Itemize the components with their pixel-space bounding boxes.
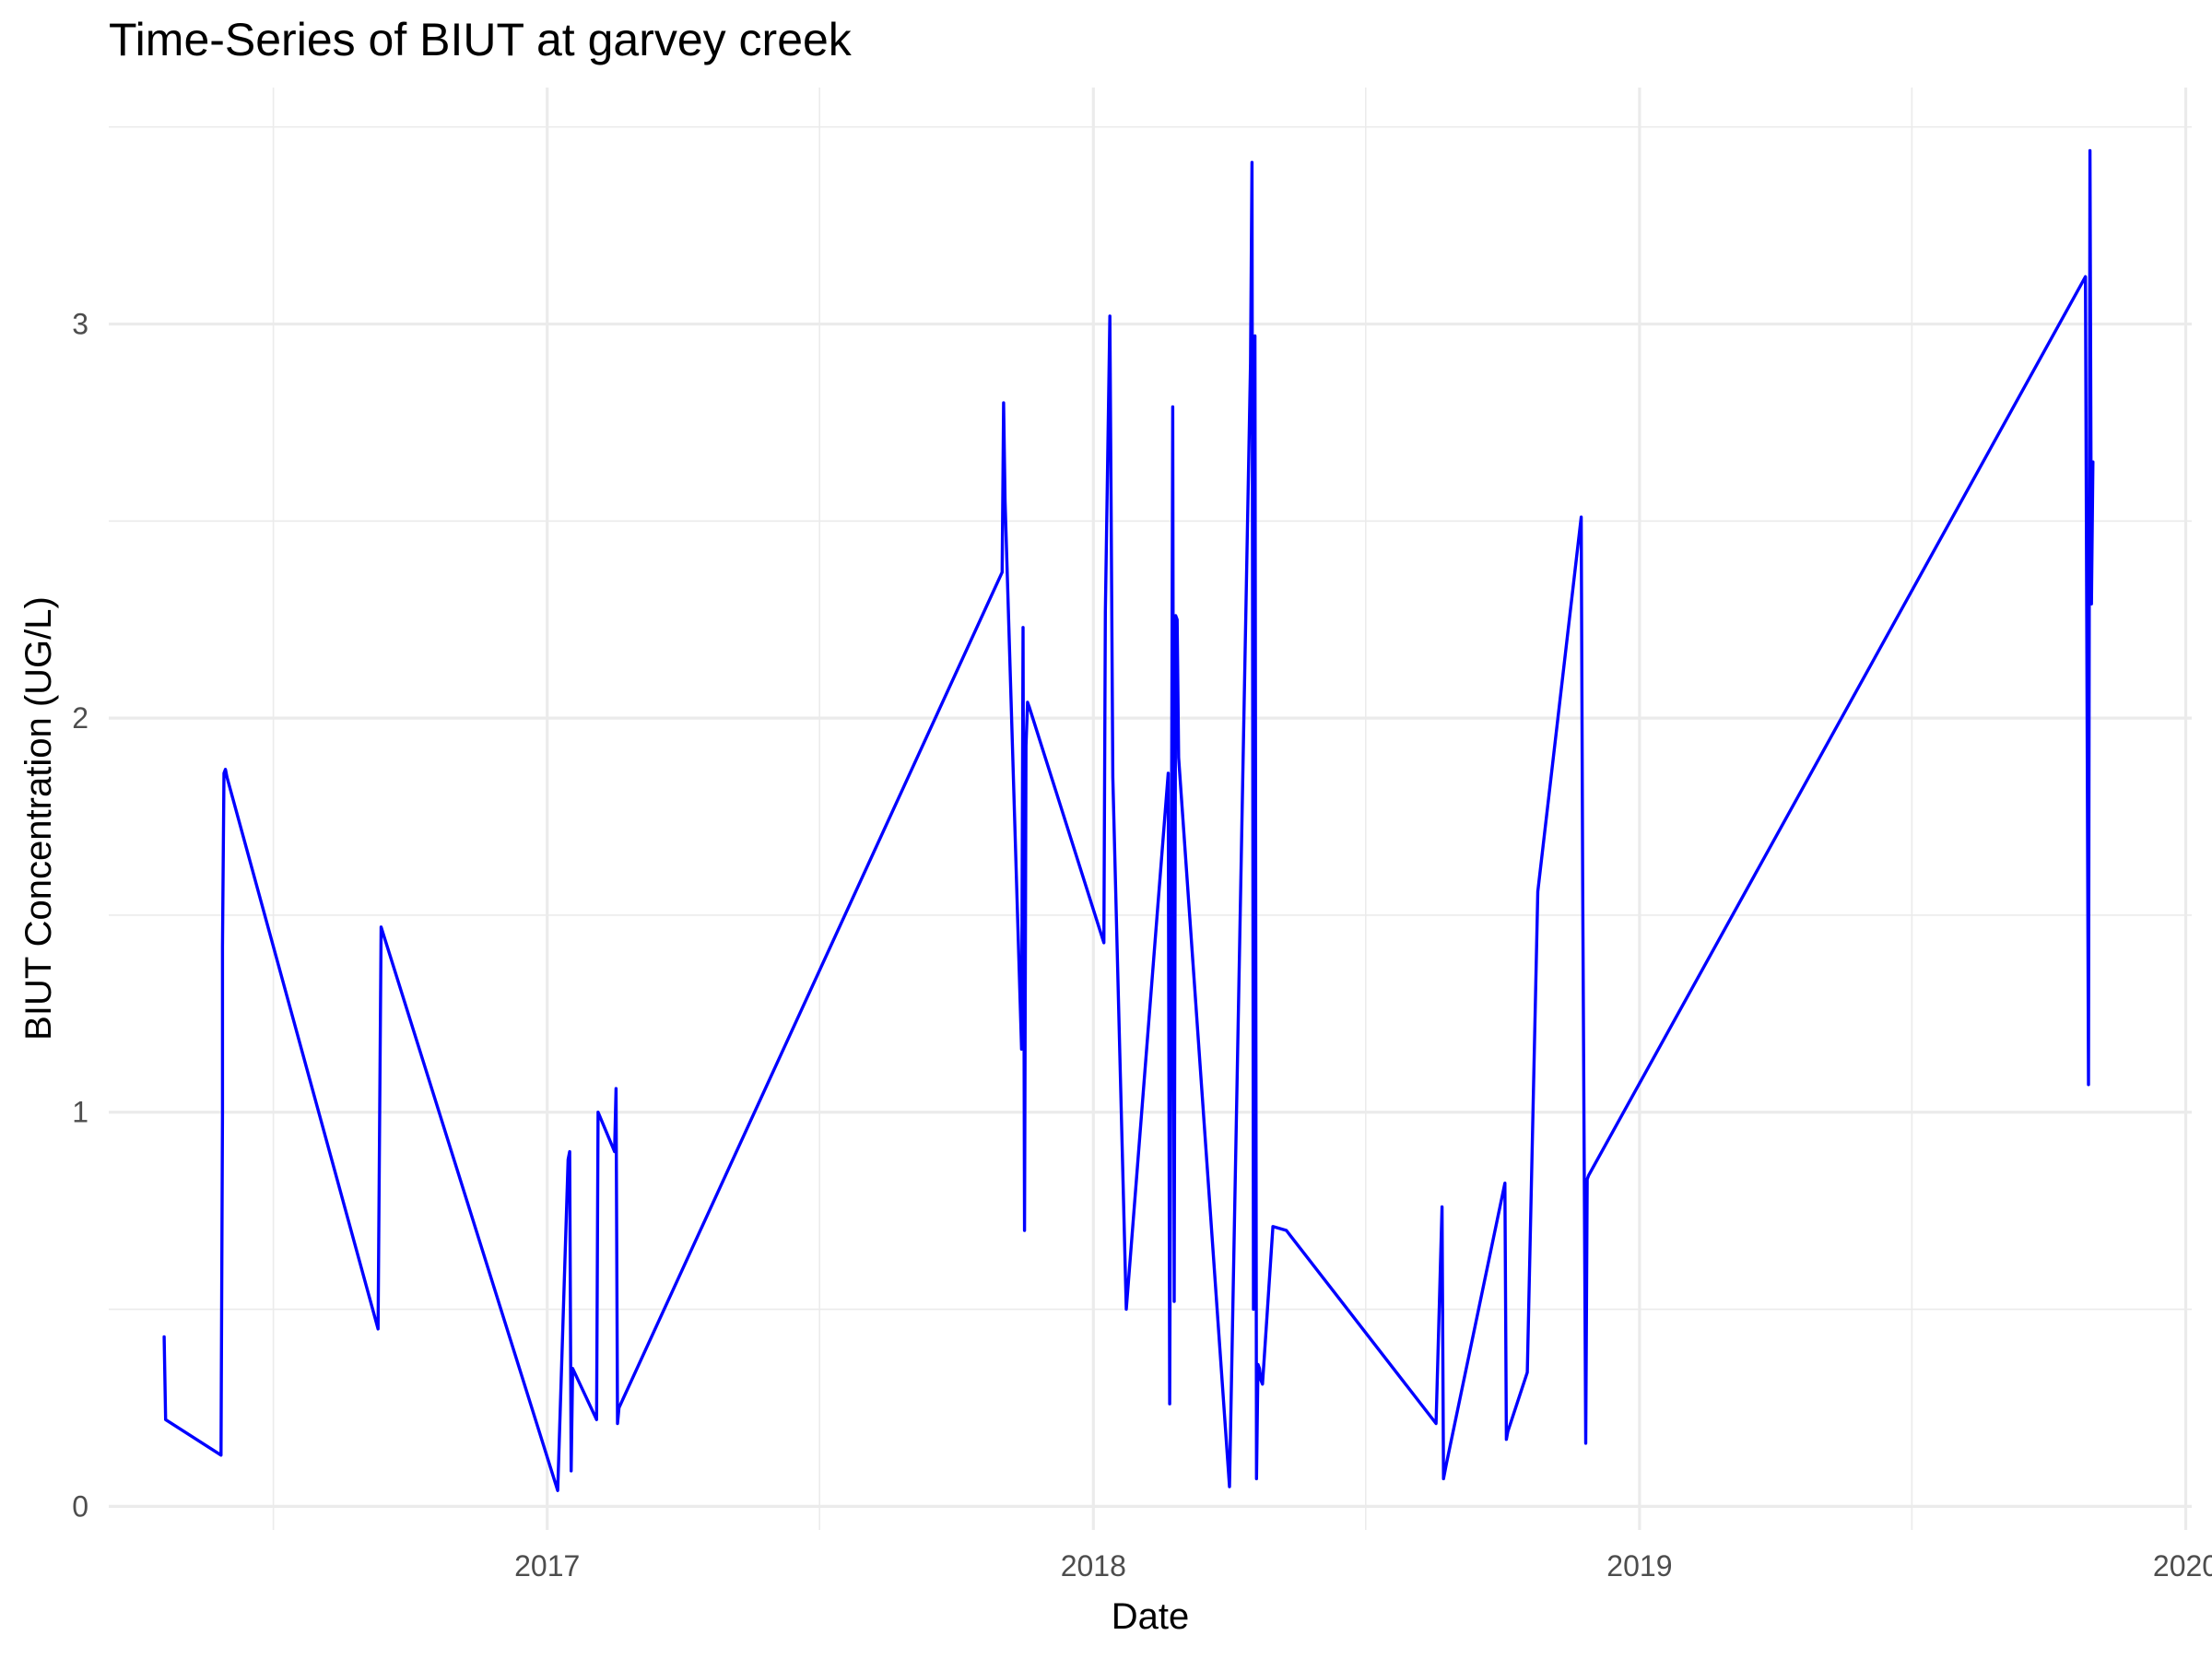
x-tick-label: 2020 bbox=[2153, 1549, 2212, 1583]
x-tick-label: 2018 bbox=[1061, 1549, 1126, 1583]
y-tick-label: 3 bbox=[72, 308, 88, 341]
series-layer bbox=[162, 148, 2095, 1492]
y-tick-label: 0 bbox=[72, 1489, 88, 1523]
chart-title: Time-Series of BIUT at garvey creek bbox=[109, 14, 853, 65]
y-axis-ticks: 0 1 2 3 bbox=[72, 308, 88, 1524]
y-tick-label: 1 bbox=[72, 1096, 88, 1129]
x-tick-label: 2017 bbox=[514, 1549, 580, 1583]
y-axis-title: BIUT Concentration (UG/L) bbox=[18, 596, 59, 1041]
grid bbox=[109, 88, 2192, 1530]
x-axis-ticks: 2017 2018 2019 2020 bbox=[514, 1549, 2212, 1583]
x-tick-label: 2019 bbox=[1606, 1549, 1672, 1583]
x-axis-title: Date bbox=[1112, 1596, 1190, 1637]
series-line bbox=[162, 148, 2095, 1492]
y-tick-label: 2 bbox=[72, 701, 88, 735]
